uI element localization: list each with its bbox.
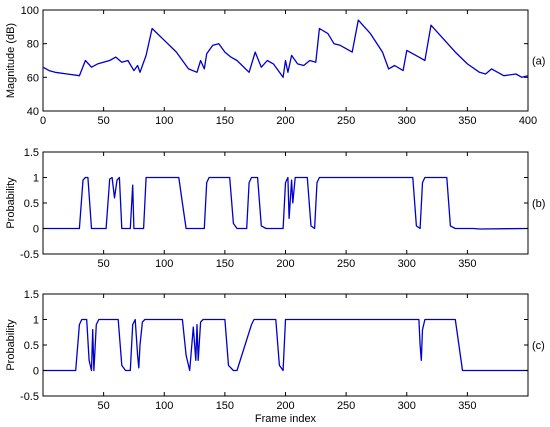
x-tick-label: 350 (458, 400, 476, 412)
x-tick-label: 300 (398, 258, 416, 270)
x-axis-label: Frame index (255, 413, 317, 425)
plot-area (42, 151, 529, 255)
y-tick-label: -0.5 (20, 249, 39, 261)
x-tick-label: 100 (155, 115, 173, 127)
chart-panel: 50 100 150 200 250 300 350 -0.5 0 0.5 1 1.5 Probabil… (5, 289, 545, 425)
series-line (43, 318, 528, 372)
y-tick-label: 80 (27, 39, 39, 51)
x-tick-label: 250 (337, 400, 355, 412)
x-tick-label: 100 (155, 258, 173, 270)
y-axis-label: Magnitude (dB) (5, 23, 17, 98)
x-tick-label: 200 (276, 400, 294, 412)
y-tick-label: 0.5 (24, 340, 39, 352)
chart-panel: 50 100 150 200 250 300 350 -0.5 0 0.5 1 1.5 Probabil… (5, 147, 545, 270)
x-tick-label: 300 (398, 115, 416, 127)
y-axis-label: Probability (5, 177, 17, 229)
y-tick-label: 0 (33, 224, 39, 236)
x-tick-label: 200 (276, 115, 294, 127)
panel-label: (a) (532, 56, 545, 68)
y-tick-label: 60 (27, 72, 39, 84)
y-tick-label: 1.5 (24, 289, 39, 301)
x-tick-label: 150 (216, 400, 234, 412)
x-tick-label: 150 (216, 115, 234, 127)
series-line (43, 176, 529, 230)
x-tick-label: 350 (458, 115, 476, 127)
x-tick-label: 300 (398, 400, 416, 412)
x-tick-label: 250 (337, 258, 355, 270)
panel-label: (b) (532, 198, 545, 210)
chart-panel: 0 50 100 150 200 250 300 350 400 40 60 80 100 Magnitu… (5, 5, 545, 127)
panel-label: (c) (532, 340, 545, 352)
x-tick-label: 50 (98, 258, 110, 270)
y-tick-label: 1.5 (24, 147, 39, 159)
x-tick-label: 200 (276, 258, 294, 270)
x-tick-label: 150 (216, 258, 234, 270)
x-tick-label: 100 (155, 400, 173, 412)
x-tick-label: 250 (337, 115, 355, 127)
x-tick-label: 50 (98, 400, 110, 412)
y-tick-label: 100 (21, 5, 39, 17)
y-tick-label: 1 (33, 315, 39, 327)
y-tick-label: -0.5 (20, 391, 39, 403)
y-tick-label: 40 (27, 106, 39, 118)
series-line (42, 19, 529, 78)
x-tick-label: 350 (458, 258, 476, 270)
y-axis-label: Probability (5, 319, 17, 371)
y-tick-label: 1 (33, 173, 39, 185)
x-tick-label: 0 (40, 115, 46, 127)
y-tick-label: 0 (33, 366, 39, 378)
y-tick-label: 0.5 (24, 198, 39, 210)
x-tick-label: 50 (98, 115, 110, 127)
x-tick-label: 400 (519, 115, 537, 127)
plot-area (42, 293, 529, 397)
